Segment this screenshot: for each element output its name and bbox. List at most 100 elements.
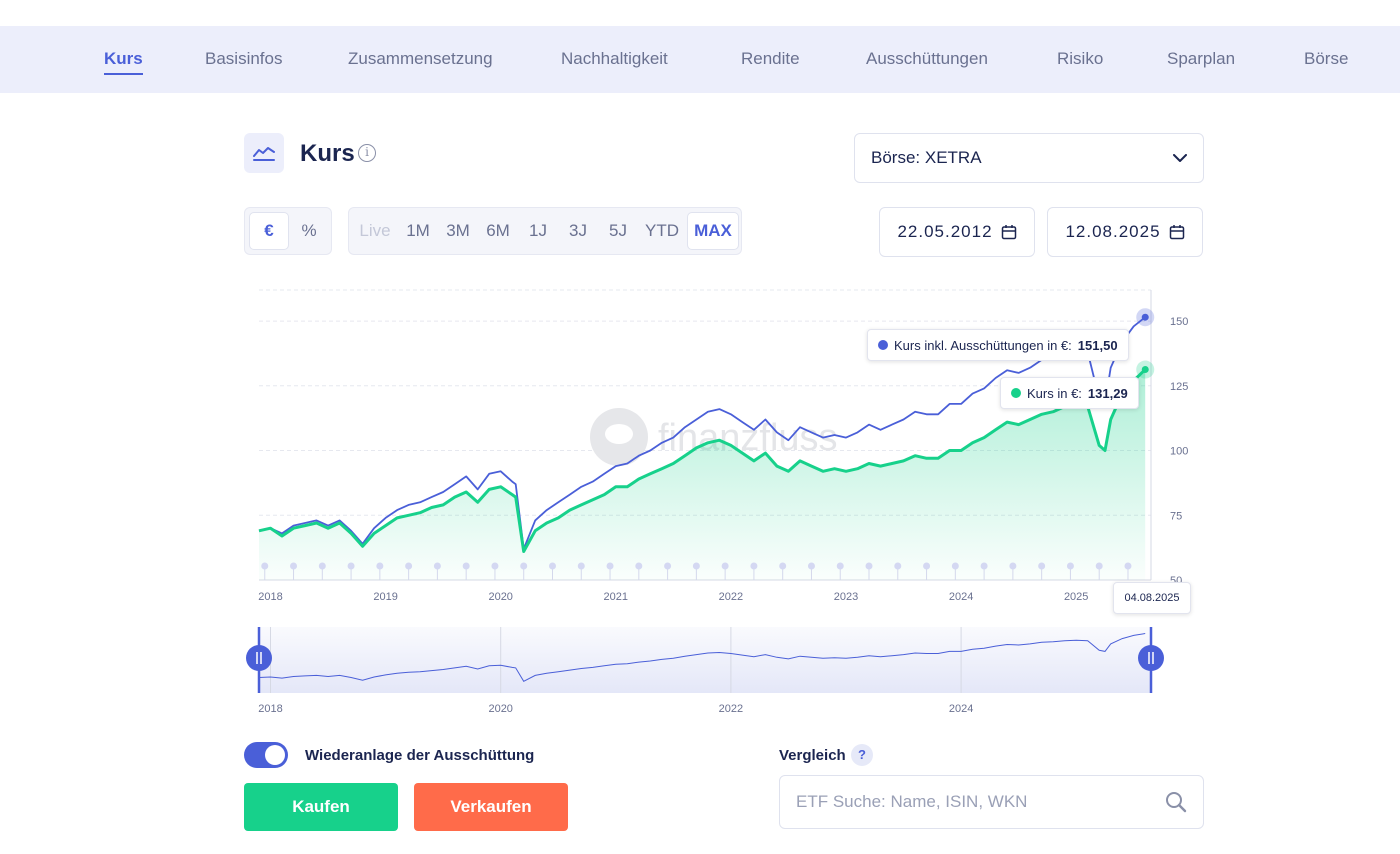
distribution-marker[interactable] — [347, 562, 355, 570]
navigator-line — [258, 633, 1146, 682]
distribution-marker[interactable] — [721, 562, 729, 570]
distribution-marker[interactable] — [462, 562, 470, 570]
range-6m-button[interactable]: 6M — [486, 221, 510, 240]
navigator-right-handle[interactable] — [1138, 645, 1164, 671]
distribution-marker[interactable] — [376, 562, 384, 570]
distribution-marker[interactable] — [923, 562, 931, 570]
distribution-marker[interactable] — [261, 562, 269, 570]
y-tick-label: 125 — [1170, 381, 1188, 393]
distribution-marker[interactable] — [635, 562, 643, 570]
x-tick-label: 2021 — [604, 591, 628, 603]
tab-boerse[interactable]: Börse — [1304, 49, 1349, 68]
distribution-marker[interactable] — [779, 562, 787, 570]
date-from-value: 22.05.2012 — [897, 222, 993, 241]
tab-kurs[interactable]: Kurs — [104, 49, 143, 75]
distribution-marker[interactable] — [1038, 562, 1046, 570]
distribution-marker[interactable] — [836, 562, 844, 570]
distribution-marker[interactable] — [1009, 562, 1017, 570]
distribution-marker[interactable] — [1124, 562, 1132, 570]
distribution-marker[interactable] — [290, 562, 298, 570]
x-tick-label: 2025 — [1064, 591, 1088, 603]
distribution-marker[interactable] — [1095, 562, 1103, 570]
date-from-field[interactable]: 22.05.2012 — [879, 207, 1035, 257]
tooltip-total-value: 151,50 — [1077, 337, 1118, 353]
y-tick-label: 100 — [1170, 446, 1188, 458]
range-3m-button[interactable]: 3M — [446, 221, 470, 240]
x-tick-label: 2023 — [834, 591, 858, 603]
distribution-marker[interactable] — [894, 562, 902, 570]
distribution-marker[interactable] — [405, 562, 413, 570]
exchange-value: Börse: XETRA — [871, 148, 982, 167]
x-tick-label: 2019 — [373, 591, 397, 603]
series-total-dot — [878, 340, 888, 350]
series-total-line — [258, 316, 1146, 550]
y-tick-label: 75 — [1170, 510, 1182, 522]
range-live-button[interactable]: Live — [359, 221, 391, 240]
sell-button[interactable]: Verkaufen — [414, 783, 568, 831]
buy-button[interactable]: Kaufen — [244, 783, 398, 831]
active-tab-indicator — [104, 73, 143, 75]
etf-search-box — [779, 775, 1204, 829]
series-end-point — [1141, 313, 1149, 321]
tab-sparplan[interactable]: Sparplan — [1167, 49, 1236, 68]
distribution-marker[interactable] — [318, 562, 326, 570]
range-5j-button[interactable]: 5J — [609, 221, 627, 240]
price-area — [259, 369, 1146, 580]
range-1m-button[interactable]: 1M — [406, 221, 430, 240]
date-to-field[interactable]: 12.08.2025 — [1047, 207, 1203, 257]
distribution-marker[interactable] — [548, 562, 556, 570]
line-chart-icon — [244, 133, 284, 173]
range-ytd-button[interactable]: YTD — [645, 221, 679, 240]
tab-zusammensetzung[interactable]: Zusammensetzung — [348, 49, 493, 68]
tab-risiko[interactable]: Risiko — [1057, 49, 1104, 68]
tooltip-date: 04.08.2025 — [1113, 582, 1191, 614]
range-1j-button[interactable]: 1J — [529, 221, 547, 240]
distribution-marker[interactable] — [807, 562, 815, 570]
compare-label: Vergleich — [779, 747, 846, 764]
distribution-marker[interactable] — [951, 562, 959, 570]
tab-basisinfos[interactable]: Basisinfos — [205, 49, 283, 68]
tab-ausschuettungen[interactable]: Ausschüttungen — [866, 49, 988, 68]
range-3j-button[interactable]: 3J — [569, 221, 587, 240]
time-range-group: Live 1M 3M 6M 1J 3J 5J YTD MAX — [348, 207, 742, 255]
distribution-marker[interactable] — [577, 562, 585, 570]
distribution-marker[interactable] — [491, 562, 499, 570]
x-tick-label: 2020 — [488, 591, 512, 603]
tooltip-price-value: 131,29 — [1087, 385, 1128, 401]
etf-search-input[interactable] — [796, 792, 1165, 812]
unit-euro-button[interactable]: € — [249, 212, 289, 250]
distribution-marker[interactable] — [664, 562, 672, 570]
exchange-select[interactable]: Börse: XETRA — [854, 133, 1204, 183]
unit-percent-button[interactable]: % — [301, 221, 317, 240]
search-icon[interactable] — [1165, 791, 1187, 813]
distribution-marker[interactable] — [520, 562, 528, 570]
tab-rendite[interactable]: Rendite — [741, 49, 800, 68]
distribution-marker[interactable] — [980, 562, 988, 570]
range-max-button[interactable]: MAX — [687, 212, 739, 250]
distribution-marker[interactable] — [750, 562, 758, 570]
help-icon[interactable]: ? — [851, 744, 873, 766]
y-tick-label: 150 — [1170, 316, 1188, 328]
series-price-dot — [1011, 388, 1021, 398]
distribution-marker[interactable] — [1066, 562, 1074, 570]
navigator-left-handle[interactable] — [246, 645, 272, 671]
tooltip-price-label: Kurs in €: — [1027, 385, 1082, 401]
x-tick-label: 2018 — [258, 591, 282, 603]
watermark-text: finanzfluss — [658, 417, 838, 459]
tooltip-total-label: Kurs inkl. Ausschüttungen in €: — [894, 337, 1072, 353]
tab-nachhaltigkeit[interactable]: Nachhaltigkeit — [561, 49, 668, 68]
reinvest-toggle[interactable] — [244, 742, 288, 768]
handle-circle — [246, 645, 272, 671]
series-end-point — [1141, 366, 1149, 374]
info-icon[interactable]: i — [358, 144, 376, 162]
x-tick-label: 2022 — [719, 591, 743, 603]
distribution-marker[interactable] — [865, 562, 873, 570]
distribution-marker[interactable] — [433, 562, 441, 570]
navigator-background — [259, 627, 1151, 693]
series-price-line — [258, 368, 1147, 553]
distribution-marker[interactable] — [692, 562, 700, 570]
unit-toggle: € % — [244, 207, 332, 255]
navigator-tick-label: 2024 — [949, 703, 973, 715]
distribution-marker[interactable] — [606, 562, 614, 570]
